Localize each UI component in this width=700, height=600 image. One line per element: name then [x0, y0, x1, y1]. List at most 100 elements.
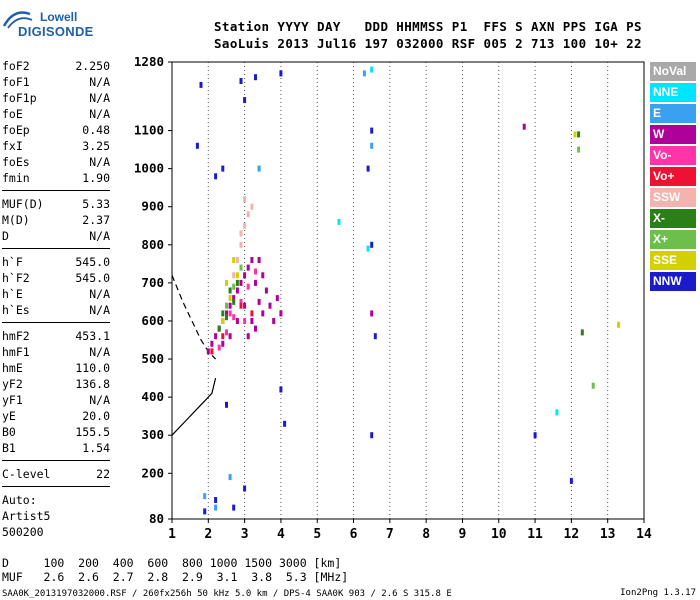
separator-line — [2, 190, 110, 191]
param-value: 1.54 — [82, 441, 110, 455]
legend-item-vo-: Vo- — [650, 146, 696, 165]
echo-point-w — [235, 287, 239, 294]
y-tick-label: 200 — [141, 465, 164, 480]
footer-file-info: SAA0K_2013197032000.RSF / 260fx256h 50 k… — [2, 589, 452, 599]
echo-point-sse — [225, 279, 228, 286]
legend-item-nne: NNE — [650, 83, 696, 102]
echo-point-vo- — [246, 283, 250, 290]
x-tick-label: 1 — [168, 527, 176, 542]
echo-point-w — [250, 318, 254, 324]
polarization-legend: NoVal NNE E W Vo- Vo+ SSW X- X+ SSE NNW — [650, 62, 696, 293]
echo-point-w — [221, 340, 225, 347]
x-tick-label: 14 — [636, 527, 652, 542]
echo-point-vo- — [239, 302, 243, 309]
echo-point-w — [243, 302, 247, 309]
echo-point-w — [370, 310, 374, 317]
y-tick-label: 80 — [149, 511, 164, 526]
echo-point-w — [268, 302, 272, 309]
echo-point-x- — [225, 314, 228, 321]
param-row: fxI 3.25 — [2, 138, 110, 154]
param-value: 545.0 — [75, 271, 110, 285]
echo-point-nnw — [221, 165, 225, 172]
param-name: foF1 — [2, 75, 30, 89]
echo-point-nne — [366, 245, 370, 252]
echo-point-nnw — [283, 420, 287, 427]
echo-point-x- — [577, 131, 581, 138]
x-tick-label: 12 — [564, 527, 580, 542]
param-value: 2.250 — [75, 59, 110, 73]
echo-point-nnw — [370, 241, 374, 248]
echo-point-w — [225, 310, 228, 317]
param-row: Auto: — [2, 492, 110, 508]
param-row: C-level 22 — [2, 466, 110, 482]
param-separator — [2, 318, 110, 328]
echo-point-vo- — [217, 344, 221, 351]
param-row: h`Es N/A — [2, 302, 110, 318]
param-value: N/A — [89, 393, 110, 407]
x-tick-label: 9 — [459, 527, 467, 542]
footer-distance-row: D 100 200 400 600 800 1000 1500 3000 [km… — [2, 556, 342, 570]
echo-point-nnw — [373, 333, 377, 340]
param-name: foF1p — [2, 91, 37, 105]
echo-point-w — [243, 272, 247, 279]
legend-item-noval: NoVal — [650, 62, 696, 81]
echo-point-nnw — [243, 485, 247, 492]
param-value: 453.1 — [75, 329, 110, 343]
param-value: N/A — [89, 155, 110, 169]
logo-text-lowell: Lowell — [40, 10, 78, 24]
y-tick-label: 800 — [141, 237, 164, 252]
echo-point-w — [239, 279, 243, 286]
param-value: 2.37 — [82, 213, 110, 227]
echo-point-e — [203, 493, 207, 500]
param-value: 155.5 — [75, 425, 110, 439]
echo-point-nnw — [195, 142, 199, 149]
echo-point-w — [228, 302, 232, 309]
param-name: hmF1 — [2, 345, 30, 359]
echo-point-nnw — [214, 173, 218, 180]
y-tick-label: 1000 — [134, 161, 164, 176]
echo-point-nnw — [569, 477, 573, 484]
param-name: Auto: — [2, 493, 37, 507]
separator-line — [2, 486, 110, 487]
echo-point-w — [272, 318, 276, 324]
echo-point-nnw — [239, 78, 243, 84]
param-value: 136.8 — [75, 377, 110, 391]
echo-point-ssw — [232, 272, 236, 279]
y-tick-label: 1100 — [134, 123, 164, 138]
echo-point-nnw — [366, 165, 370, 172]
legend-item-sse: SSE — [650, 251, 696, 270]
echo-point-x- — [580, 329, 584, 336]
x-tick-label: 8 — [422, 527, 430, 542]
param-name: foF2 — [2, 59, 30, 73]
param-separator — [2, 244, 110, 254]
param-name: h`Es — [2, 303, 30, 317]
echo-point-nnw — [254, 74, 257, 81]
echo-point-w — [254, 279, 257, 286]
echo-point-vo- — [221, 333, 225, 340]
echo-point-vo- — [250, 310, 254, 317]
separator-line — [2, 248, 110, 249]
echo-point-w — [522, 123, 526, 130]
echo-point-sse — [617, 321, 621, 328]
param-row: 500200 — [2, 524, 110, 540]
param-value: 20.0 — [82, 409, 110, 423]
echo-point-w — [261, 272, 265, 279]
y-tick-label: 400 — [141, 389, 164, 404]
param-row: MUF(D) 5.33 — [2, 196, 110, 212]
dashed-profile-line — [171, 275, 217, 360]
param-row: hmF2 453.1 — [2, 328, 110, 344]
echo-point-ssw — [235, 257, 239, 263]
echo-point-w — [264, 287, 268, 294]
echo-point-w — [214, 333, 218, 340]
param-value: N/A — [89, 107, 110, 121]
param-row: h`E N/A — [2, 286, 110, 302]
echo-point-e — [370, 142, 374, 149]
param-value: N/A — [89, 303, 110, 317]
echo-point-sse — [235, 272, 239, 279]
legend-item-ssw: SSW — [650, 188, 696, 207]
param-name: C-level — [2, 467, 51, 481]
echo-point-nne — [555, 409, 559, 416]
echo-point-nnw — [279, 386, 283, 393]
x-tick-label: 7 — [386, 527, 394, 542]
echo-point-w — [261, 310, 265, 317]
